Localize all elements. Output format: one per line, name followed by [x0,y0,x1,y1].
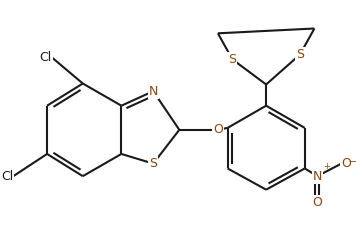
Text: Cl: Cl [40,51,52,64]
Text: O: O [341,157,351,170]
Text: S: S [296,48,304,61]
Text: −: − [349,157,356,167]
Text: Cl: Cl [1,170,13,183]
Text: O: O [213,123,223,136]
Text: S: S [149,157,157,170]
Text: N: N [313,170,322,183]
Text: +: + [323,162,330,171]
Text: N: N [148,85,158,98]
Text: O: O [312,196,322,209]
Text: S: S [229,53,236,66]
